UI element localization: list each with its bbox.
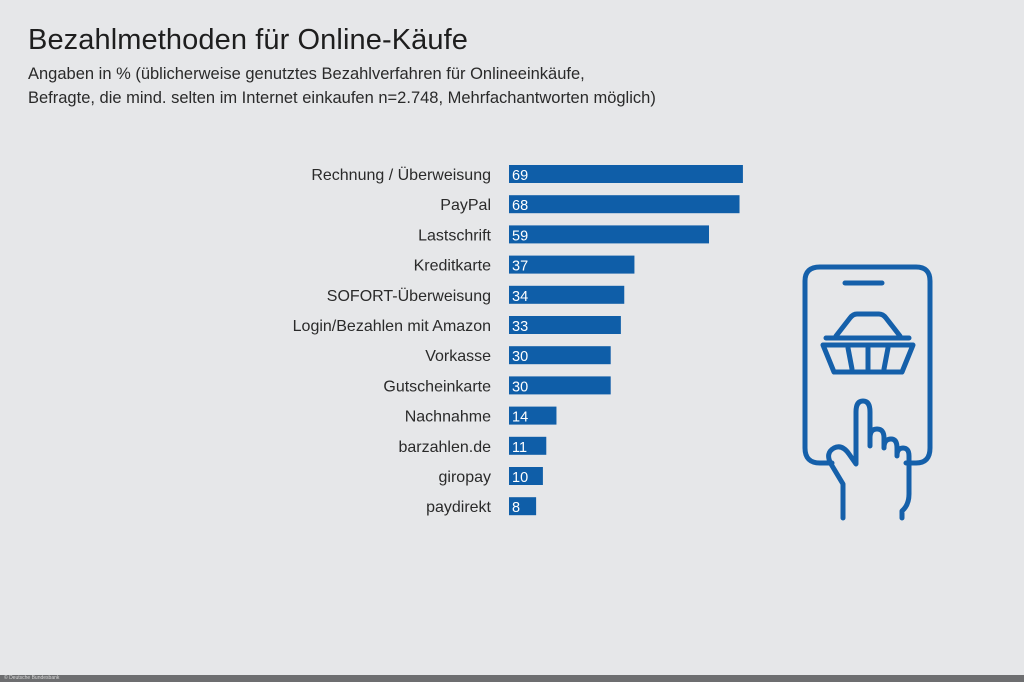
smartphone-shopping-basket-hand-icon <box>802 264 933 521</box>
bar <box>509 316 621 334</box>
bars-layer: Rechnung / Überweisung 69 PayPal 68 Lastschr… <box>293 165 743 516</box>
category-label: Nachnahme <box>405 409 491 426</box>
value-label: 68 <box>512 198 528 214</box>
category-label: SOFORT-Überweisung <box>327 287 491 305</box>
footer-bar: © Deutsche Bundesbank <box>0 675 1024 682</box>
bar <box>509 195 740 214</box>
value-label: 34 <box>512 289 528 305</box>
bar <box>509 376 611 395</box>
value-label: 33 <box>512 319 528 335</box>
bar <box>509 406 557 425</box>
category-label: Kreditkarte <box>414 258 491 275</box>
bar <box>509 346 611 365</box>
chart-title: Bezahlmethoden für Online-Käufe <box>28 24 468 56</box>
category-label: Vorkasse <box>425 348 491 365</box>
bar <box>509 467 543 485</box>
value-label: 10 <box>512 470 528 486</box>
footer-credit: © Deutsche Bundesbank <box>4 675 60 681</box>
category-label: Login/Bezahlen mit Amazon <box>293 318 491 335</box>
bar <box>509 436 547 455</box>
chart-subtitle: Angaben in % (üblicherweise genutztes Be… <box>28 62 656 110</box>
subtitle-line-1: Angaben in % (üblicherweise genutztes Be… <box>28 65 585 83</box>
value-label: 30 <box>512 349 528 365</box>
category-label: PayPal <box>440 197 491 214</box>
category-label: Lastschrift <box>418 227 491 244</box>
bar <box>509 497 537 516</box>
category-label: paydirekt <box>426 499 491 516</box>
value-label: 69 <box>512 168 528 184</box>
value-label: 59 <box>512 228 528 244</box>
category-label: barzahlen.de <box>398 439 491 456</box>
value-label: 37 <box>512 259 528 275</box>
category-label: Rechnung / Überweisung <box>311 166 491 184</box>
value-label: 8 <box>512 500 520 516</box>
bar <box>509 165 743 183</box>
subtitle-line-2: Befragte, die mind. selten im Internet e… <box>28 89 656 107</box>
value-label: 30 <box>512 379 528 395</box>
value-label: 11 <box>512 440 527 456</box>
category-label: Gutscheinkarte <box>383 378 491 395</box>
bar <box>509 255 635 274</box>
bar <box>509 285 625 304</box>
bar <box>509 225 710 244</box>
category-label: giropay <box>439 469 491 486</box>
value-label: 14 <box>512 410 528 426</box>
